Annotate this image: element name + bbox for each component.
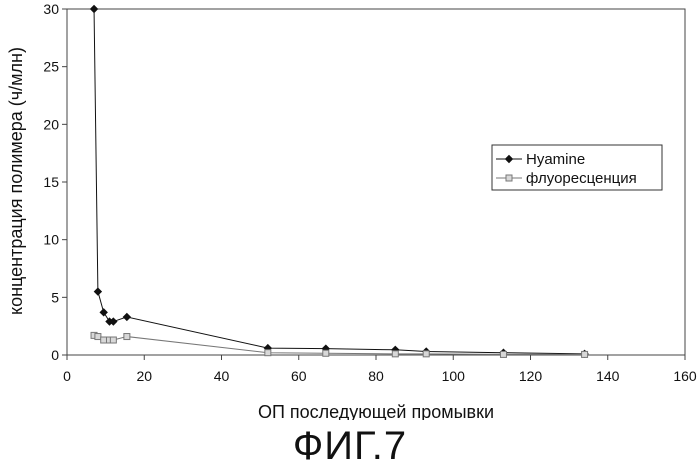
x-tick-label: 60 bbox=[291, 368, 307, 384]
legend-label: Hyamine bbox=[526, 151, 585, 168]
series-2 bbox=[91, 332, 588, 357]
y-tick-label: 25 bbox=[43, 59, 59, 75]
data-point bbox=[392, 351, 398, 357]
x-axis: 0 20 40 60 80 100 120 140 160 bbox=[63, 355, 697, 384]
y-tick-label: 20 bbox=[43, 116, 59, 132]
x-tick-label: 80 bbox=[368, 368, 384, 384]
x-tick-label: 100 bbox=[442, 368, 466, 384]
legend-marker bbox=[506, 175, 512, 181]
y-tick-label: 15 bbox=[43, 174, 59, 190]
legend-label: флуоресценция bbox=[526, 170, 637, 187]
legend: Hyamine флуоресценция bbox=[492, 145, 662, 190]
data-point bbox=[423, 351, 429, 357]
data-point bbox=[94, 288, 101, 295]
x-tick-label: 0 bbox=[63, 368, 71, 384]
data-point bbox=[91, 6, 98, 13]
data-point bbox=[110, 337, 116, 343]
x-axis-title: ОП последующей промывки bbox=[258, 402, 494, 420]
y-tick-label: 30 bbox=[43, 1, 59, 17]
data-point bbox=[500, 351, 506, 357]
data-point bbox=[100, 309, 107, 316]
x-tick-label: 120 bbox=[519, 368, 543, 384]
data-point bbox=[265, 350, 271, 356]
figure-caption: ФИГ.7 bbox=[0, 424, 700, 469]
data-point bbox=[95, 334, 101, 340]
x-tick-label: 40 bbox=[214, 368, 230, 384]
y-axis: 0 5 10 15 20 25 30 bbox=[43, 1, 67, 363]
y-tick-label: 10 bbox=[43, 232, 59, 248]
data-point bbox=[124, 334, 130, 340]
chart: 0 5 10 15 20 25 30 0 20 40 60 80 100 120 140 160 ОП по… bbox=[0, 0, 700, 420]
y-tick-label: 5 bbox=[51, 289, 59, 305]
data-point bbox=[582, 351, 588, 357]
series-line bbox=[94, 335, 585, 354]
data-point bbox=[101, 337, 107, 343]
x-tick-label: 140 bbox=[596, 368, 620, 384]
y-tick-label: 0 bbox=[51, 347, 59, 363]
x-tick-label: 160 bbox=[673, 368, 697, 384]
y-axis-title: концентрация полимера (ч/млн) bbox=[6, 47, 26, 315]
data-point bbox=[323, 350, 329, 356]
x-tick-label: 20 bbox=[136, 368, 152, 384]
data-point bbox=[123, 313, 130, 320]
